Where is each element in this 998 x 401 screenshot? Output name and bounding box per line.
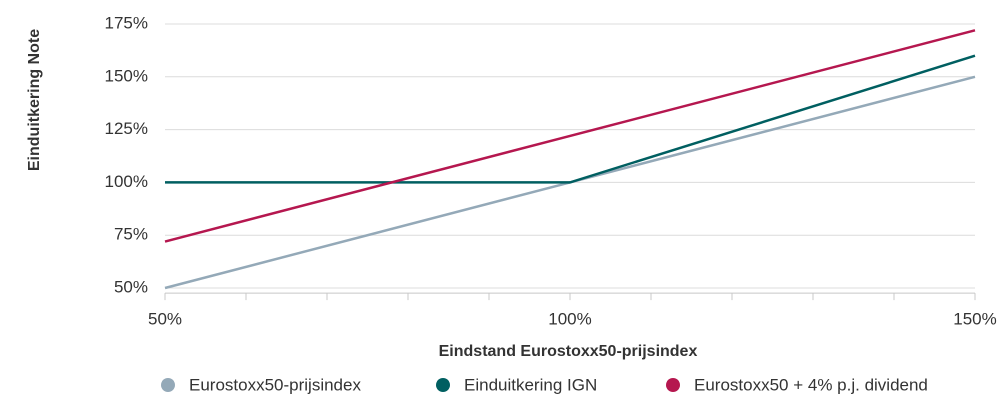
y-tick-label: 150% (105, 66, 148, 85)
legend-marker (161, 378, 175, 392)
y-tick-label: 100% (105, 172, 148, 191)
legend-label: Eurostoxx50-prijsindex (189, 375, 361, 394)
y-tick-label: 125% (105, 119, 148, 138)
series-line (164, 29, 976, 243)
legend-label: Einduitkering IGN (464, 375, 597, 394)
x-tick-label: 150% (953, 310, 996, 329)
x-axis-title: Eindstand Eurostoxx50-prijsindex (439, 343, 698, 360)
y-axis-title: Einduitkering Note (26, 29, 43, 171)
legend-marker (436, 378, 450, 392)
x-tick-label: 50% (148, 310, 182, 329)
y-tick-label: 50% (114, 277, 148, 296)
y-tick-label: 175% (105, 13, 148, 32)
legend-label: Eurostoxx50 + 4% p.j. dividend (694, 375, 928, 394)
series-line (165, 54, 976, 184)
x-tick-label: 100% (548, 310, 591, 329)
legend-marker (666, 378, 680, 392)
y-tick-label: 75% (114, 225, 148, 244)
